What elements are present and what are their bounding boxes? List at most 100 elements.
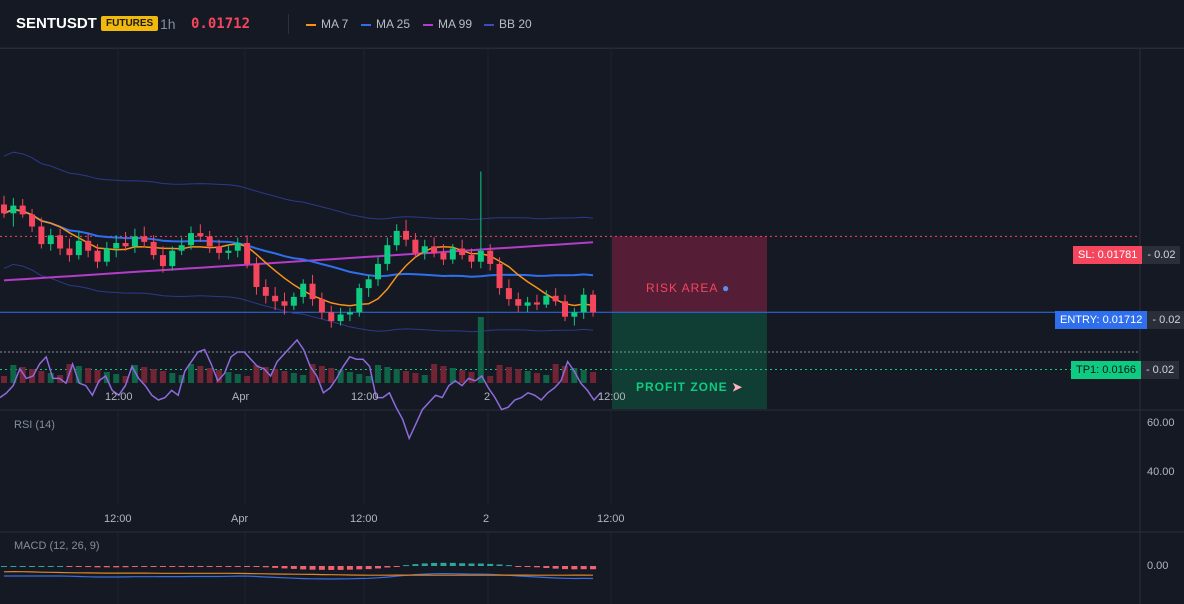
macd-histogram-bar [103,566,110,568]
candle-body [29,214,36,227]
volume-bar [412,373,419,383]
candle-body [253,263,260,287]
volume-bar [431,364,438,383]
volume-bar [1,376,7,383]
main-time-label: Apr [232,391,250,403]
volume-bar [440,366,447,383]
volume-bar [393,369,400,383]
volume-bar [122,376,129,383]
volume-bar [384,367,391,383]
bb20-label: BB 20 [499,17,532,31]
candle-body [375,263,381,280]
macd-histogram-bar [150,566,157,567]
macd-histogram-bar [318,566,325,570]
candle-body [337,314,344,322]
candle-body [94,250,101,262]
volume-bar [318,366,325,383]
candle-body [505,288,512,300]
macd-histogram-bar [159,566,166,567]
volume-bar [562,366,568,383]
profit-zone-label: PROFIT ZONE [636,380,728,394]
take-profit-label: TP1: 0.0166 [1071,361,1141,379]
candle-body [1,204,7,214]
entry-tag[interactable]: ENTRY: 0.01712- 0.02 [1055,311,1184,329]
candle-body [496,263,503,289]
ma99-swatch [423,23,433,26]
volume-bar [300,375,307,383]
candle-body [356,288,363,313]
macd-histogram-bar [403,565,410,567]
volume-bar [197,366,204,383]
legend-bb20[interactable]: BB 20 [484,16,532,32]
macd-histogram-bar [197,566,204,567]
candle-body [543,295,550,305]
candle-body [459,248,466,256]
candle-body [57,235,64,249]
macd-histogram-bar [449,562,456,566]
candle-body [533,302,540,305]
volume-bar [468,372,475,383]
macd-histogram-bar [253,566,260,567]
macd-histogram-bar [244,566,251,567]
volume-bar [234,374,241,383]
macd-histogram-bar [590,566,597,570]
rsi-tick-40: 40.00 [1147,466,1175,478]
macd-histogram-bar [216,566,223,567]
ma7-swatch [306,23,316,26]
futures-badge: FUTURES [101,16,159,31]
macd-histogram-bar [122,566,129,568]
macd-histogram-bar [496,564,503,566]
candle-body [131,236,138,247]
candle-body [318,299,325,313]
volume-bar [85,368,92,383]
header-divider [288,14,289,34]
candle-body [440,252,447,260]
macd-histogram-bar [131,566,138,567]
symbol-name[interactable]: SENTUSDT [16,15,97,32]
candle-body [571,312,578,317]
volume-bar [10,365,17,383]
volume-bar [571,368,578,383]
candle-body [169,250,176,267]
take-profit-value: - 0.02 [1140,361,1180,379]
candle-body [477,250,484,262]
candle-body [272,295,279,302]
legend-ma99[interactable]: MA 99 [423,16,472,32]
candle-body [346,312,353,315]
entry-label: ENTRY: 0.01712 [1055,311,1148,329]
candle-body [580,294,587,313]
macd-histogram-bar [365,566,372,570]
candle-body [403,230,410,240]
macd-histogram-bar [38,566,45,567]
volume-bar [421,375,428,383]
volume-bar [487,376,494,383]
stop-loss-tag[interactable]: SL: 0.01781- 0.02 [1073,246,1181,264]
macd-histogram-bar [515,566,522,567]
rsi-time-label: Apr [231,513,249,525]
candle-body [431,246,438,253]
candle-body [19,205,26,215]
volume-bar [477,317,484,383]
macd-histogram-bar [412,564,419,566]
volume-bar [253,365,260,383]
volume-bar [262,367,269,383]
macd-histogram-bar [440,562,447,566]
macd-histogram-bar [66,566,73,567]
rsi-title: RSI (14) [14,419,55,431]
candle-body [590,294,597,313]
volume-bar [141,367,148,383]
ma25-swatch [361,23,371,26]
macd-histogram-bar [552,566,559,569]
rsi-time-label: 2 [483,513,490,525]
timeframe-label[interactable]: 1h [160,16,176,32]
take-profit-tag[interactable]: TP1: 0.0166- 0.02 [1071,361,1180,379]
volume-bar [113,374,120,383]
legend-ma7[interactable]: MA 7 [306,16,348,32]
rsi-time-label: 12:00 [104,513,132,525]
candle-body [515,299,522,306]
candle-body [562,301,568,317]
candle-body [449,248,456,260]
bb-upper-band [3,151,594,221]
legend-ma25[interactable]: MA 25 [361,16,410,32]
